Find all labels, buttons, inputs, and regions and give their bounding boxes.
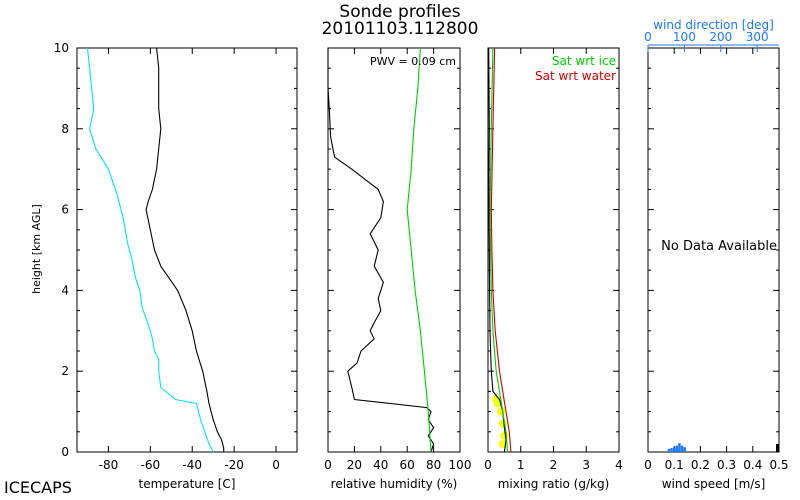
mixing-ratio-highlight-point [497, 407, 506, 416]
mixing-ratio-sat_water-line [490, 47, 512, 453]
relative-humidity-x-label: relative humidity (%) [331, 477, 458, 491]
y-tick-label: 10 [54, 41, 69, 55]
wind-direction-tick-label: 0 [644, 30, 652, 44]
temperature-x-tick-label: -80 [99, 458, 119, 472]
relative-humidity-x-tick-label: 40 [373, 458, 388, 472]
relative-humidity-x-tick-label: 0 [324, 458, 332, 472]
mixing-ratio-x-tick-label: 3 [582, 458, 590, 472]
temperature-frame [76, 47, 298, 453]
temperature-x-tick-label: -20 [224, 458, 244, 472]
wind-bar [675, 445, 679, 452]
legend-entry: Sat wrt ice [552, 54, 616, 68]
mixing-ratio-frame [487, 47, 620, 453]
y-tick-label: 8 [61, 122, 69, 136]
relative-humidity-x-tick-label: 100 [449, 458, 472, 472]
wind-direction-tick-label: 100 [673, 30, 696, 44]
temperature-x-tick-label: -40 [182, 458, 202, 472]
chart-subtitle: 20101103.112800 [322, 19, 479, 39]
y-axis-label: height [km AGL] [30, 204, 43, 294]
mixing-ratio-sat_ice-line [489, 47, 509, 453]
y-tick-label: 6 [61, 203, 69, 217]
relative-humidity-x-tick-label: 20 [347, 458, 362, 472]
wind-direction-label: wind direction [deg] [653, 18, 774, 32]
wind-marker [776, 444, 779, 452]
wind-x-tick-label: 0.2 [691, 458, 710, 472]
mixing-ratio-x-tick-label: 1 [517, 458, 525, 472]
chart-title: Sonde profiles [339, 2, 460, 22]
pwv-annotation: PWV = 0.09 cm [370, 55, 456, 68]
wind-bar [670, 448, 673, 452]
relative-humidity-panel: 0 20 40 60 80 100 relative humidity (%) PWV = 0… [324, 47, 472, 491]
wind-bar [673, 447, 676, 452]
mixing-ratio-x-label: mixing ratio (g/kg) [498, 477, 610, 491]
mixing-ratio-highlight-point [500, 431, 509, 440]
no-data-message: No Data Available [661, 239, 777, 254]
wind-x-tick-label: 0.3 [717, 458, 736, 472]
mixing-ratio-x-tick-label: 2 [550, 458, 558, 472]
wind-x-tick-label: 0.5 [769, 458, 788, 472]
wind-direction-tick-label: 200 [709, 30, 732, 44]
relative-humidity-frame [327, 47, 461, 453]
relative-humidity-x-tick-label: 80 [426, 458, 441, 472]
mixing-ratio-mixing_ratio-line [488, 47, 507, 453]
wind-bar [683, 447, 686, 452]
mixing-ratio-x-tick-label: 0 [484, 458, 492, 472]
wind-bar [680, 445, 684, 452]
relative-humidity-rh_ice-line [406, 47, 432, 453]
wind-x-tick-label: 0.1 [665, 458, 684, 472]
wind-bar [678, 443, 681, 452]
legend-entry: Sat wrt water [535, 69, 616, 83]
footer-label: ICECAPS [4, 478, 72, 497]
relative-humidity-x-tick-label: 60 [400, 458, 415, 472]
relative-humidity-rh-line [327, 48, 435, 453]
temperature-dewpoint-line [86, 47, 214, 453]
wind-bar [667, 448, 671, 452]
temperature-x-label: temperature [C] [139, 477, 236, 491]
y-tick-label: 4 [61, 283, 69, 297]
y-tick-label: 2 [61, 364, 69, 378]
wind-x-label: wind speed [m/s] [662, 477, 766, 491]
temperature-x-tick-label: -60 [141, 458, 161, 472]
temperature-x-tick-label: 0 [272, 458, 280, 472]
temperature-temperature-line [145, 47, 225, 452]
wind-x-tick-label: 0.4 [743, 458, 762, 472]
y-tick-label: 0 [61, 445, 69, 459]
wind-direction-tick-label: 300 [746, 30, 769, 44]
mixing-ratio-x-tick-label: 4 [615, 458, 623, 472]
temperature-panel: -80 -60 -40 -20 0 0 2 4 6 8 10 temperature [C] [54, 41, 298, 491]
wind-x-tick-label: 0 [644, 458, 652, 472]
